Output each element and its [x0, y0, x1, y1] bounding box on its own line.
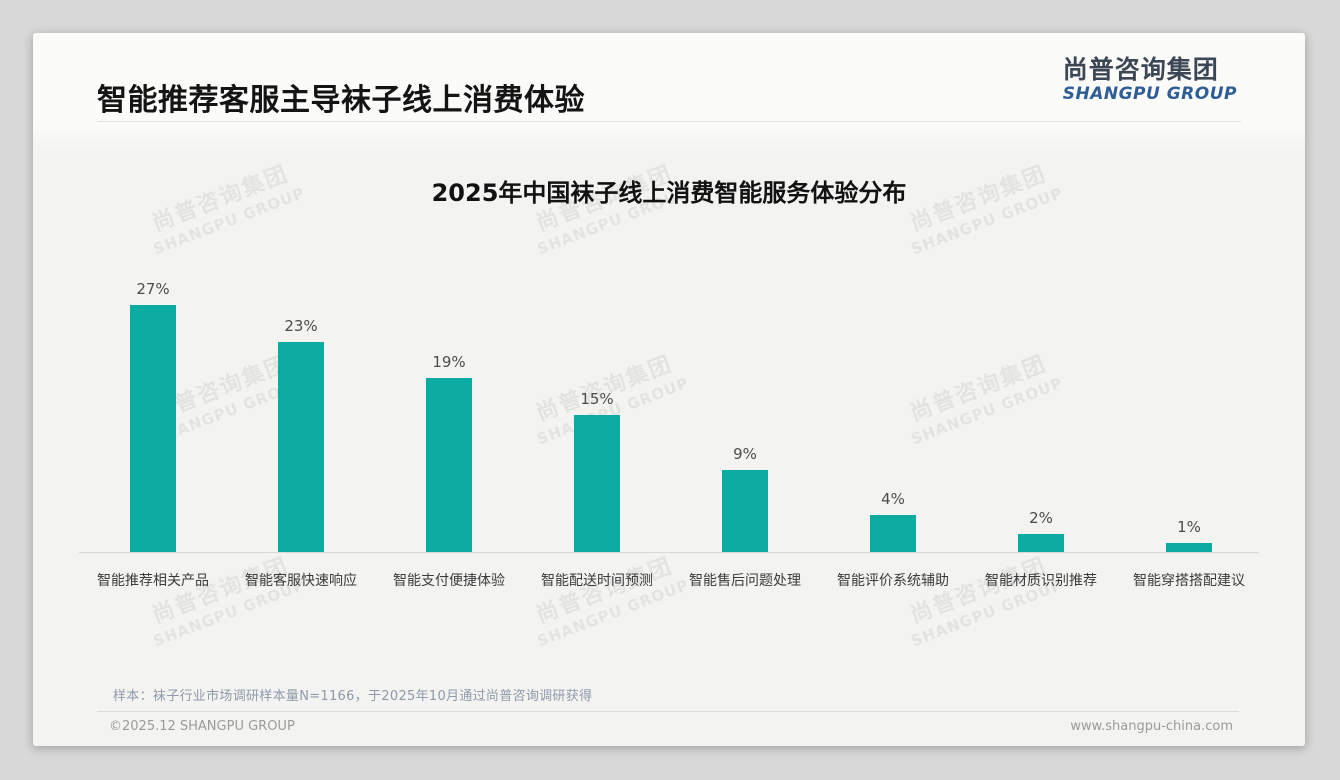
x-axis-category-label: 智能支付便捷体验	[393, 573, 505, 589]
footer-divider	[97, 711, 1239, 712]
bar	[426, 378, 472, 552]
page-title: 智能推荐客服主导袜子线上消费体验	[97, 83, 585, 118]
sample-note: 样本：袜子行业市场调研样本量N=1166，于2025年10月通过尚普咨询调研获得	[113, 689, 593, 704]
bar	[870, 515, 916, 552]
brand-watermark: 尚普咨询集团 SHANGPU GROUP	[127, 544, 321, 655]
bar-value-label: 27%	[136, 280, 170, 298]
x-axis-category-label: 智能配送时间预测	[541, 573, 653, 589]
x-axis-category-label: 智能穿搭搭配建议	[1133, 573, 1245, 589]
slide-card: 智能推荐客服主导袜子线上消费体验 尚普咨询集团 SHANGPU GROUP 尚普…	[33, 33, 1305, 746]
chart-plot-area: 27% 智能推荐相关产品 23% 智能客服快速响应 19% 智能支付便捷体验 15% 智能配送…	[79, 261, 1259, 589]
bar	[1018, 534, 1064, 552]
footer: ©2025.12 SHANGPU GROUP www.shangpu-china…	[109, 719, 1233, 734]
watermark-cn-text: 尚普咨询集团	[148, 553, 293, 629]
x-axis-category-label: 智能推荐相关产品	[97, 573, 209, 589]
x-axis-category-label: 智能售后问题处理	[689, 573, 801, 589]
website-url: www.shangpu-china.com	[1070, 719, 1233, 734]
x-axis-category-label: 智能客服快速响应	[245, 573, 357, 589]
brand-watermark: 尚普咨询集团 SHANGPU GROUP	[885, 544, 1079, 655]
bar-value-label: 15%	[580, 390, 614, 408]
logo-cn-text: 尚普咨询集团	[1062, 55, 1219, 84]
watermark-cn-text: 尚普咨询集团	[906, 553, 1051, 629]
bar-value-label: 23%	[284, 317, 318, 335]
bar-value-label: 2%	[1029, 509, 1053, 527]
logo-en-text: SHANGPU GROUP	[1062, 84, 1237, 104]
header-divider	[97, 121, 1241, 122]
bar-value-label: 19%	[432, 353, 466, 371]
watermark-cn-text: 尚普咨询集团	[532, 553, 677, 629]
x-axis-category-label: 智能材质识别推荐	[985, 573, 1097, 589]
bar	[574, 415, 620, 552]
copyright-text: ©2025.12 SHANGPU GROUP	[109, 719, 295, 734]
x-axis-category-label: 智能评价系统辅助	[837, 573, 949, 589]
bar	[722, 470, 768, 552]
bar	[130, 305, 176, 552]
bar-value-label: 1%	[1177, 518, 1201, 536]
bar	[278, 342, 324, 552]
chart-title: 2025年中国袜子线上消费智能服务体验分布	[431, 179, 907, 207]
bar-value-label: 4%	[881, 490, 905, 508]
company-logo: 尚普咨询集团 SHANGPU GROUP	[1063, 55, 1237, 104]
brand-watermark: 尚普咨询集团 SHANGPU GROUP	[511, 544, 705, 655]
bar-value-label: 9%	[733, 445, 757, 463]
bar	[1166, 543, 1212, 552]
